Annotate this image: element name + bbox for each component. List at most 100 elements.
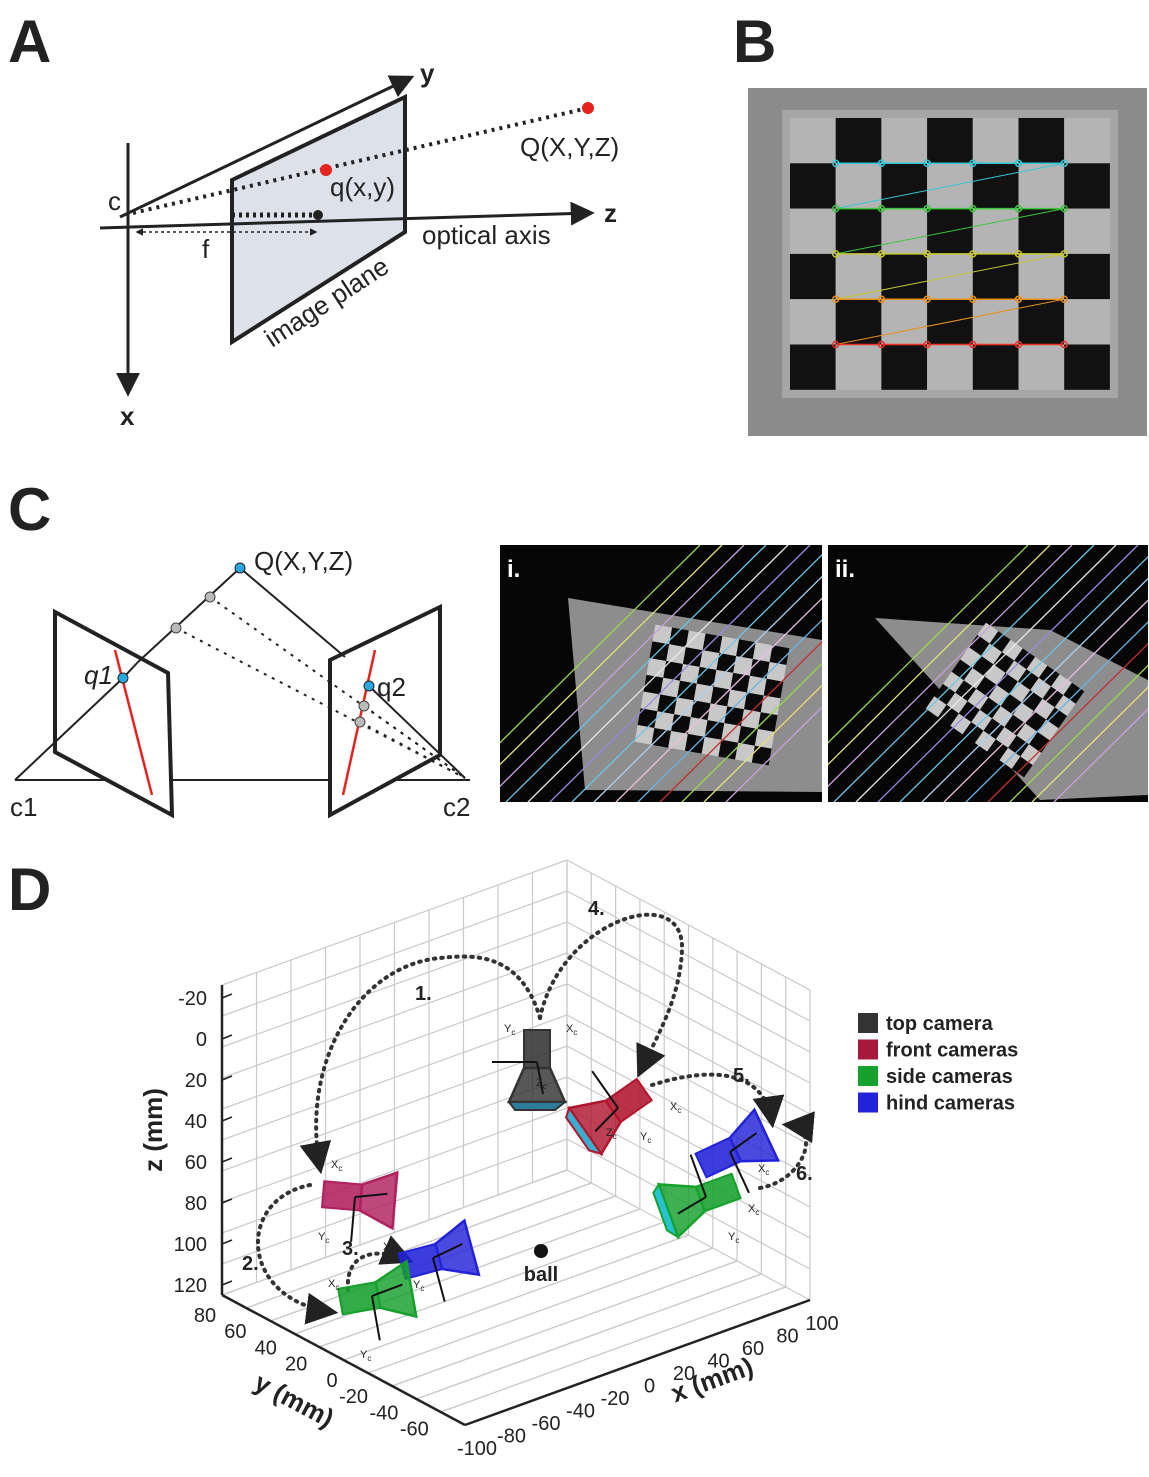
legend-label: hind cameras bbox=[886, 1093, 1015, 1115]
path-label: 1. bbox=[415, 983, 432, 1005]
camera-frame-label: Xc bbox=[383, 1241, 394, 1255]
frame-subscript: c bbox=[338, 1164, 342, 1173]
square bbox=[755, 729, 775, 749]
point-label: q2 bbox=[377, 672, 406, 702]
square bbox=[750, 659, 770, 679]
square bbox=[683, 647, 703, 667]
camera-frame-label: Yc bbox=[640, 1131, 651, 1145]
square bbox=[764, 679, 784, 699]
square bbox=[973, 254, 1019, 299]
point-label: q1 bbox=[84, 660, 113, 690]
axis-title: z (mm) bbox=[138, 1088, 168, 1172]
square bbox=[1064, 299, 1110, 344]
square bbox=[836, 345, 882, 390]
square bbox=[836, 163, 882, 208]
frame-subscript: c bbox=[511, 1028, 515, 1037]
legend-label: side cameras bbox=[886, 1066, 1013, 1088]
square bbox=[663, 661, 683, 681]
x-tick-label: -80 bbox=[497, 1426, 526, 1448]
y-tick-label: 80 bbox=[194, 1305, 216, 1327]
square bbox=[836, 299, 882, 344]
path-label: 2. bbox=[242, 1253, 259, 1275]
square bbox=[1019, 209, 1065, 254]
frame-subscript: c bbox=[677, 1106, 681, 1115]
y-tick-label: -60 bbox=[400, 1419, 429, 1441]
square bbox=[973, 299, 1019, 344]
y-tick-label: 40 bbox=[255, 1337, 277, 1359]
square bbox=[1019, 163, 1065, 208]
tick-mark bbox=[222, 1240, 232, 1244]
square bbox=[881, 254, 927, 299]
axis-label: x bbox=[120, 401, 135, 431]
z-tick-label: 60 bbox=[185, 1152, 207, 1174]
square bbox=[1019, 118, 1065, 163]
image-point bbox=[235, 563, 245, 573]
point-label: Q(X,Y,Z) bbox=[254, 546, 353, 576]
square bbox=[836, 209, 882, 254]
square bbox=[790, 345, 836, 390]
square bbox=[660, 678, 680, 698]
square bbox=[753, 642, 773, 662]
path-label: 5. bbox=[733, 1065, 750, 1087]
x-tick-label: 0 bbox=[644, 1376, 655, 1398]
square bbox=[705, 720, 725, 740]
tick-mark bbox=[222, 1117, 232, 1121]
square bbox=[708, 703, 728, 723]
candidate-point bbox=[171, 623, 181, 633]
square bbox=[881, 163, 927, 208]
axis-label: z bbox=[604, 198, 617, 228]
candidate-point bbox=[359, 701, 369, 711]
camera-frame-label: Yc bbox=[413, 1279, 424, 1293]
square bbox=[713, 670, 733, 690]
y-tick-label: -20 bbox=[339, 1386, 368, 1408]
point-label: c2 bbox=[443, 792, 470, 822]
square bbox=[666, 644, 686, 664]
square bbox=[973, 118, 1019, 163]
legend-label: front cameras bbox=[886, 1040, 1018, 1062]
ray bbox=[138, 568, 240, 662]
plane-left bbox=[55, 612, 172, 815]
square bbox=[736, 639, 756, 659]
frame-subscript: c bbox=[647, 1136, 651, 1145]
frame-subscript: c bbox=[390, 1246, 394, 1255]
x-tick-label: -20 bbox=[601, 1388, 630, 1410]
axis-title: y (mm) bbox=[250, 1367, 339, 1434]
square bbox=[761, 695, 781, 715]
camera-body bbox=[322, 1181, 362, 1210]
caption: optical axis bbox=[422, 220, 551, 250]
ray bbox=[240, 568, 345, 657]
x-tick-label: -40 bbox=[566, 1401, 595, 1423]
square bbox=[1064, 209, 1110, 254]
square bbox=[703, 633, 723, 653]
path-label: 3. bbox=[342, 1238, 359, 1260]
path-label: 6. bbox=[796, 1163, 813, 1185]
panel-label: B bbox=[733, 8, 776, 75]
square bbox=[733, 656, 753, 676]
square bbox=[973, 163, 1019, 208]
y-tick-label: 60 bbox=[224, 1321, 246, 1343]
square bbox=[790, 254, 836, 299]
square bbox=[727, 690, 747, 710]
camera-frame-label: Xc bbox=[748, 1203, 759, 1217]
square bbox=[790, 299, 836, 344]
frame-subscript: c bbox=[573, 1028, 577, 1037]
inset-label: ii. bbox=[835, 556, 855, 583]
z-tick-label: 40 bbox=[185, 1111, 207, 1133]
square bbox=[721, 723, 741, 743]
y-tick-label: 20 bbox=[285, 1354, 307, 1376]
z-tick-label: 80 bbox=[185, 1193, 207, 1215]
legend-swatch bbox=[858, 1093, 878, 1113]
inset bbox=[768, 545, 1149, 802]
axis-label: y bbox=[420, 58, 435, 88]
camera-frame-label: Xc bbox=[566, 1023, 577, 1037]
frame-subscript: c bbox=[335, 1283, 339, 1292]
tick-mark bbox=[222, 994, 232, 998]
x-tick-label: 80 bbox=[776, 1326, 798, 1348]
camera bbox=[319, 1166, 397, 1245]
square bbox=[651, 728, 671, 748]
z-tick-label: 20 bbox=[185, 1070, 207, 1092]
camera-frame-label: Yc bbox=[318, 1231, 329, 1245]
square bbox=[674, 697, 694, 717]
camera-frame-label: Xc bbox=[758, 1163, 769, 1177]
square bbox=[711, 687, 731, 707]
